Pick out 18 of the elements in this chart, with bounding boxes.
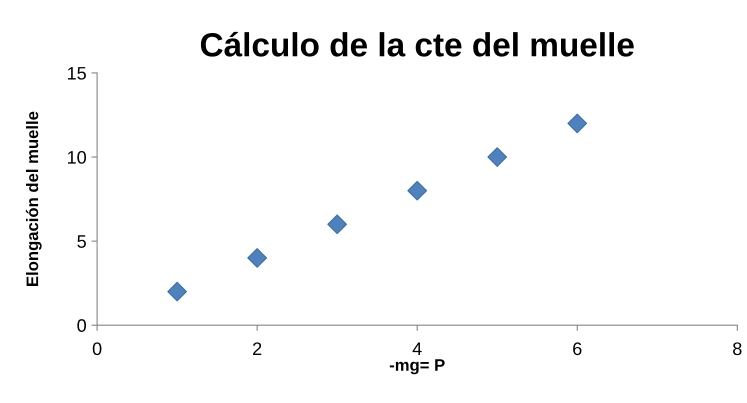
y-tick-label: 10 — [68, 150, 86, 164]
y-tick-label: 5 — [77, 235, 86, 248]
point — [407, 180, 428, 201]
y-axis-title: Elongación del muelle — [26, 112, 42, 286]
x-axis-title: -mg= P — [390, 359, 445, 374]
x-tick-label: 4 — [412, 342, 422, 355]
y-tick-label: 15 — [68, 67, 86, 80]
x-tick-label: 8 — [733, 342, 742, 356]
y-tick-label: 0 — [77, 319, 86, 332]
x-tick-label: 6 — [573, 342, 582, 356]
x-tick-label: 2 — [253, 342, 262, 355]
point — [247, 248, 268, 268]
point — [487, 147, 508, 167]
chart-title: Cálculo de la cte del muelle — [200, 32, 634, 57]
point — [567, 114, 588, 134]
point — [167, 282, 188, 302]
point — [327, 214, 348, 234]
x-tick-label: 0 — [92, 342, 102, 356]
